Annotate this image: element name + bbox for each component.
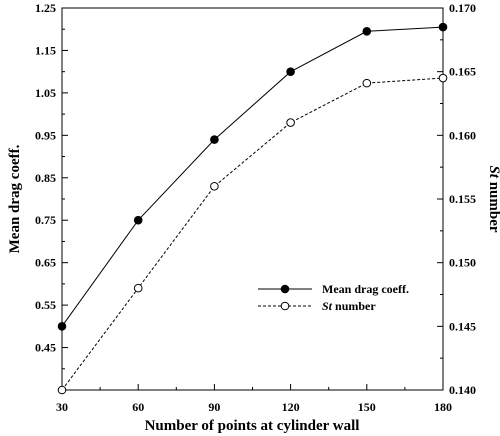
y-right-tick-label: 0.170 bbox=[449, 1, 476, 15]
y-left-tick-label: 0.45 bbox=[35, 341, 56, 355]
y-right-tick-label: 0.160 bbox=[449, 128, 476, 142]
legend-marker-st bbox=[280, 301, 290, 311]
series-line-drag bbox=[61, 26, 444, 327]
data-point-st bbox=[438, 73, 448, 83]
data-point-st bbox=[362, 78, 372, 88]
legend-label-drag: Mean drag coeff. bbox=[322, 282, 409, 296]
x-tick-label: 90 bbox=[208, 400, 220, 414]
y-left-tick-label: 0.55 bbox=[35, 298, 56, 312]
series-line-st bbox=[61, 77, 444, 391]
legend-label-st: St number bbox=[322, 299, 376, 313]
y-right-tick-label: 0.165 bbox=[449, 65, 476, 79]
ticks bbox=[61, 7, 444, 391]
x-tick-label: 150 bbox=[358, 400, 376, 414]
data-point-st bbox=[57, 385, 67, 395]
legend: Mean drag coeff. St number bbox=[258, 282, 409, 313]
data-point-drag bbox=[286, 67, 295, 76]
y-axis-right-title: St number bbox=[486, 165, 500, 232]
data-point-drag bbox=[210, 135, 219, 144]
y-axis-right-title-rest: number bbox=[486, 178, 500, 233]
legend-label-st-italic: St bbox=[322, 299, 333, 313]
data-point-st bbox=[210, 181, 219, 191]
y-right-tick-label: 0.155 bbox=[449, 192, 476, 206]
legend-label-st-rest: number bbox=[332, 299, 376, 313]
y-right-tick-label: 0.150 bbox=[449, 256, 476, 270]
y-left-tick-label: 1.15 bbox=[35, 43, 56, 57]
y-left-tick-label: 0.65 bbox=[35, 256, 56, 270]
legend-marker-drag bbox=[280, 284, 290, 294]
series-lines bbox=[61, 26, 444, 391]
x-tick-label: 120 bbox=[282, 400, 300, 414]
x-tick-label: 180 bbox=[434, 400, 452, 414]
data-point-st bbox=[286, 118, 295, 127]
y-left-tick-label: 0.75 bbox=[35, 213, 56, 227]
y-left-tick-label: 0.95 bbox=[35, 128, 56, 142]
y-left-tick-label: 0.85 bbox=[35, 171, 56, 185]
data-point-st bbox=[133, 283, 143, 293]
tick-labels: 30 60 90 120 150 180 0.45 0.55 0.65 0.75 0.85 0.95 1… bbox=[35, 1, 476, 414]
x-tick-label: 60 bbox=[132, 400, 144, 414]
y-left-tick-label: 1.25 bbox=[35, 1, 56, 15]
data-point-drag bbox=[57, 322, 67, 331]
data-point-drag bbox=[362, 27, 372, 36]
plot-frame bbox=[61, 7, 444, 391]
y-axis-left-title: Mean drag coeff. bbox=[7, 144, 23, 253]
x-tick-label: 30 bbox=[56, 400, 68, 414]
data-point-drag bbox=[438, 22, 448, 32]
data-point-drag bbox=[133, 215, 143, 225]
x-axis-title: Number of points at cylinder wall bbox=[145, 418, 360, 434]
y-left-tick-label: 1.05 bbox=[35, 86, 56, 100]
y-right-tick-label: 0.140 bbox=[449, 383, 476, 397]
y-right-tick-label: 0.145 bbox=[449, 319, 476, 333]
series-points bbox=[57, 22, 448, 395]
y-axis-right-title-italic: St bbox=[486, 165, 500, 178]
